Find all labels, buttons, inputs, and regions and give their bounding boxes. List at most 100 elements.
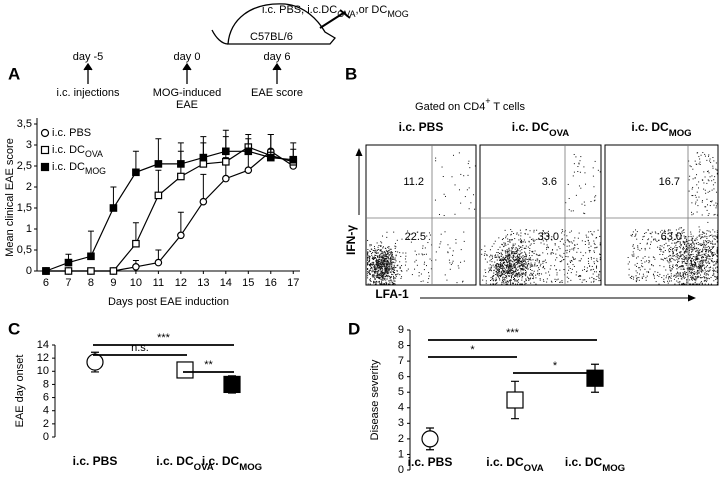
event-dot: [521, 268, 523, 270]
event-dot: [369, 250, 371, 252]
event-dot: [386, 266, 388, 268]
event-dot: [374, 269, 376, 271]
event-dot: [571, 268, 573, 270]
event-dot: [387, 260, 389, 262]
event-dot: [696, 273, 698, 275]
event-dot: [377, 261, 379, 263]
event-dot: [714, 276, 716, 278]
event-dot: [504, 229, 506, 231]
event-dot: [708, 270, 710, 272]
quadrant-value: 11.2: [403, 176, 424, 188]
event-dot: [548, 271, 550, 273]
event-dot: [513, 263, 515, 265]
event-dot: [466, 189, 468, 191]
event-dot: [510, 269, 512, 271]
event-dot: [379, 283, 381, 285]
event-dot: [691, 248, 693, 250]
event-dot: [387, 262, 389, 264]
event-dot: [369, 256, 371, 258]
event-dot: [707, 249, 709, 251]
event-dot: [689, 254, 691, 256]
event-dot: [384, 258, 386, 260]
event-dot: [543, 280, 545, 282]
event-dot: [448, 259, 450, 261]
event-label: MOG-induced: [153, 87, 221, 99]
event-dot: [699, 268, 701, 270]
event-dot: [668, 276, 670, 278]
event-dot: [566, 235, 568, 237]
data-point: [154, 258, 163, 267]
event-dot: [704, 273, 706, 275]
event-dot: [385, 282, 387, 284]
event-dot: [384, 263, 386, 265]
text: T cells: [491, 101, 526, 113]
event-dot: [704, 189, 706, 191]
event-dot: [697, 257, 699, 259]
event-dot: [509, 257, 511, 259]
event-dot: [688, 179, 690, 181]
event-dot: [384, 270, 386, 272]
text: i.c. DC: [202, 454, 240, 468]
event-dot: [494, 256, 496, 258]
event-dot: [367, 277, 369, 279]
event-dot: [535, 277, 537, 279]
event-dot: [460, 261, 462, 263]
event-dot: [391, 268, 393, 270]
superscript: +: [485, 96, 490, 106]
subscript: OVA: [524, 463, 544, 474]
event-dot: [382, 257, 384, 259]
event-dot: [371, 271, 373, 273]
event-dot: [627, 257, 629, 259]
event-dot: [507, 238, 509, 240]
event-dot: [389, 283, 391, 285]
event-dot: [519, 257, 521, 259]
dot-cloud: [481, 153, 601, 285]
data-point: [109, 204, 118, 212]
event-dot: [395, 275, 397, 277]
event-dot: [668, 249, 670, 251]
event-dot: [508, 259, 510, 261]
event-dot: [691, 214, 693, 216]
event-dot: [692, 253, 694, 255]
quadrant-value: 33.0: [538, 231, 559, 243]
event-dot: [574, 258, 576, 260]
event-dot: [463, 231, 465, 233]
event-dot: [506, 251, 508, 253]
event-dot: [386, 278, 388, 280]
event-dot: [595, 237, 597, 239]
event-dot: [675, 235, 677, 237]
event-dot: [654, 258, 656, 260]
event-dot: [370, 263, 372, 265]
event-dot: [378, 282, 380, 284]
event-dot: [646, 271, 648, 273]
event-dot: [384, 271, 386, 273]
event-dot: [693, 243, 695, 245]
event-dot: [716, 232, 718, 234]
event-dot: [524, 273, 526, 275]
event-dot: [694, 160, 696, 162]
event-dot: [669, 255, 671, 257]
event-dot: [702, 259, 704, 261]
event-dot: [698, 156, 700, 158]
event-dot: [502, 280, 504, 282]
event-dot: [394, 242, 396, 244]
event-dot: [511, 250, 513, 252]
event-dot: [399, 267, 401, 269]
event-dot: [500, 264, 502, 266]
event-dot: [669, 259, 671, 261]
event-dot: [578, 185, 580, 187]
event-dot: [574, 244, 576, 246]
event-dot: [678, 258, 680, 260]
event-dot: [530, 257, 532, 259]
event-dot: [435, 259, 437, 261]
event-dot: [505, 254, 507, 256]
event-dot: [712, 236, 714, 238]
event-dot: [385, 269, 387, 271]
event-dot: [506, 270, 508, 272]
event-dot: [380, 265, 382, 267]
event-dot: [468, 187, 470, 189]
event-dot: [489, 269, 491, 271]
event-dot: [494, 273, 496, 275]
event-dot: [566, 252, 568, 254]
event-dot: [368, 270, 370, 272]
